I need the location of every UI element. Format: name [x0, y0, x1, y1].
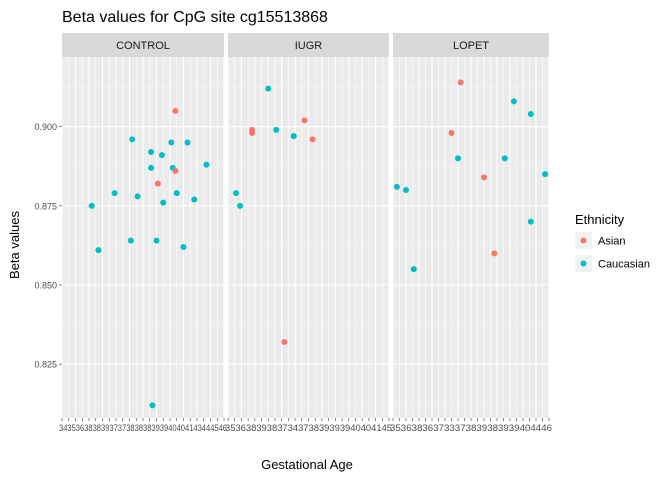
x-tick-labels: 3435363838393737383838393940404143444546	[59, 423, 227, 433]
legend-key-asian	[580, 237, 587, 244]
data-point-caucasian	[180, 244, 187, 250]
data-point-caucasian	[173, 190, 180, 197]
facet-lopet: LOPET 353638363733373839383939404446	[390, 33, 552, 433]
facet-strip	[228, 33, 389, 57]
legend-label-caucasian: Caucasian	[598, 259, 650, 271]
legend-title: Ethnicity	[575, 212, 625, 227]
data-point-caucasian	[129, 136, 136, 143]
data-point-caucasian	[273, 126, 280, 133]
y-axis-title: Beta values	[7, 211, 22, 279]
data-point-caucasian	[168, 139, 175, 146]
data-point-asian	[154, 180, 161, 187]
data-point-caucasian	[184, 139, 191, 146]
y-tick-label: 0.900	[34, 122, 57, 132]
facet-strip	[62, 33, 224, 57]
data-point-asian	[172, 168, 179, 174]
x-tick-labels: 35363839383734373839393940404145	[225, 423, 392, 433]
data-point-caucasian	[510, 98, 517, 105]
y-tick-label: 0.825	[34, 360, 57, 370]
data-point-caucasian	[290, 133, 297, 140]
y-tick-label: 0.850	[34, 281, 57, 291]
facet-strip	[393, 33, 549, 57]
legend: Ethnicity Asian Caucasian	[575, 212, 650, 272]
data-point-caucasian	[527, 111, 534, 117]
data-point-caucasian	[148, 164, 155, 171]
data-point-caucasian	[542, 171, 549, 178]
data-point-caucasian	[88, 202, 95, 209]
data-point-caucasian	[148, 149, 155, 155]
data-point-asian	[281, 339, 288, 345]
chart-title: Beta values for CpG site cg15513868	[62, 9, 328, 26]
x-tick-labels: 353638363733373839383939404446	[390, 423, 552, 433]
data-point-caucasian	[153, 237, 160, 244]
data-point-caucasian	[158, 152, 165, 159]
data-point-asian	[172, 107, 179, 114]
data-point-asian	[457, 79, 464, 86]
facet-strip-label: LOPET	[453, 40, 489, 52]
legend-key-caucasian	[580, 260, 587, 267]
data-point-caucasian	[160, 199, 167, 206]
x-axis-title: Gestational Age	[261, 457, 353, 472]
facet-iugr: IUGR 35363839383734373839393940404145	[225, 33, 392, 433]
data-point-caucasian	[111, 190, 118, 197]
facets: CONTROL 343536383839373738383839394040414…	[59, 33, 552, 433]
facet-strip-label: CONTROL	[116, 40, 170, 52]
data-point-caucasian	[134, 193, 141, 200]
data-point-caucasian	[127, 237, 134, 244]
data-point-caucasian	[410, 266, 417, 273]
data-point-caucasian	[403, 187, 409, 193]
facet-control: CONTROL 343536383839373738383839394040414…	[59, 33, 227, 433]
data-point-asian	[481, 174, 487, 181]
data-point-asian	[448, 130, 455, 136]
data-point-asian	[249, 130, 256, 136]
data-point-asian	[491, 250, 498, 257]
data-point-caucasian	[95, 247, 102, 254]
data-point-caucasian	[149, 402, 156, 409]
data-point-caucasian	[237, 202, 244, 209]
y-tick-label: 0.875	[34, 201, 57, 211]
legend-label-asian: Asian	[598, 236, 626, 248]
data-point-caucasian	[393, 183, 400, 190]
data-point-caucasian	[501, 155, 508, 162]
data-point-asian	[309, 136, 316, 143]
facet-strip-label: IUGR	[295, 40, 323, 52]
data-point-caucasian	[265, 85, 272, 92]
y-axis: 0.825 0.850 0.875 0.900	[34, 122, 62, 370]
data-point-caucasian	[203, 161, 210, 168]
data-point-caucasian	[527, 218, 534, 225]
data-point-caucasian	[191, 196, 198, 203]
data-point-caucasian	[233, 190, 240, 197]
data-point-asian	[301, 117, 308, 124]
data-point-caucasian	[455, 155, 461, 162]
